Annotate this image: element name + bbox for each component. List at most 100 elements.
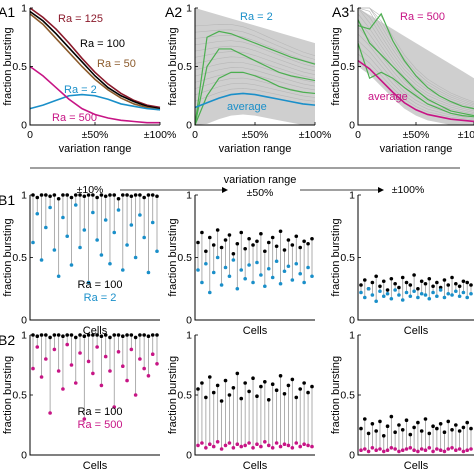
ref-point bbox=[461, 425, 466, 430]
legend-entry: Ra = 500 bbox=[78, 419, 123, 431]
cmp-point bbox=[294, 261, 299, 266]
ref-point bbox=[138, 193, 142, 197]
ref-point bbox=[446, 283, 451, 287]
cmp-point bbox=[454, 448, 458, 453]
ref-point bbox=[95, 333, 99, 337]
y-tick-label: 0 bbox=[186, 450, 192, 462]
ref-point bbox=[108, 335, 112, 340]
cmp-point bbox=[120, 268, 125, 272]
x-tick-label: 0 bbox=[192, 129, 198, 141]
cmp-point bbox=[378, 447, 382, 451]
cmp-point bbox=[446, 447, 451, 451]
ref-point bbox=[239, 396, 244, 401]
series-label: Ra = 100 bbox=[80, 38, 125, 50]
ref-point bbox=[39, 333, 44, 337]
cmp-point bbox=[251, 446, 255, 450]
ref-point bbox=[389, 414, 394, 419]
cmp-point bbox=[408, 446, 413, 450]
y-tick-label: 1 bbox=[186, 3, 192, 15]
cmp-point bbox=[416, 295, 420, 300]
cmp-point bbox=[31, 366, 35, 371]
ref-point bbox=[235, 371, 240, 376]
ref-point bbox=[116, 333, 121, 337]
ref-point bbox=[298, 387, 303, 391]
ref-point bbox=[465, 280, 470, 285]
ref-point bbox=[196, 240, 200, 245]
background-line bbox=[357, 7, 474, 110]
ref-point bbox=[196, 387, 200, 391]
background-line bbox=[357, 13, 474, 112]
ref-point bbox=[419, 429, 424, 433]
cmp-point bbox=[129, 223, 134, 227]
chart-a2: 0 0.5 1 0 ±50% ±100% variation range fraction b… bbox=[167, 3, 331, 156]
cmp-point bbox=[370, 293, 375, 297]
series-line bbox=[357, 59, 474, 123]
annotation-average: average bbox=[227, 101, 267, 113]
ref-point bbox=[404, 418, 409, 423]
cmp-point bbox=[465, 295, 470, 300]
ref-point bbox=[431, 284, 435, 289]
cmp-point bbox=[465, 448, 470, 453]
ref-point bbox=[404, 280, 409, 285]
ref-point bbox=[52, 333, 57, 337]
ref-point bbox=[397, 285, 401, 290]
ref-point bbox=[385, 288, 390, 292]
cmp-point bbox=[286, 443, 291, 448]
ref-point bbox=[82, 194, 87, 199]
ref-point bbox=[385, 424, 390, 429]
ref-point bbox=[215, 228, 220, 232]
ref-point bbox=[142, 333, 146, 337]
ref-point bbox=[91, 333, 95, 337]
y-tick-label: 0.5 bbox=[12, 390, 27, 402]
range-label: ±10% bbox=[77, 184, 104, 196]
ref-point bbox=[223, 238, 228, 242]
background-line bbox=[194, 87, 316, 102]
y-tick-label: 1 bbox=[349, 330, 355, 342]
x-tick-label: ±100% bbox=[458, 129, 474, 141]
ref-point bbox=[108, 193, 112, 197]
cmp-point bbox=[263, 284, 267, 289]
cmp-point bbox=[116, 350, 121, 354]
panel-b1-2: 0 0.5 1 Cells fraction bursting bbox=[167, 190, 315, 337]
cmp-point bbox=[116, 208, 121, 212]
background-line bbox=[194, 40, 316, 68]
y-axis-label: fraction bursting bbox=[167, 356, 179, 434]
cmp-point bbox=[389, 446, 394, 450]
cmp-point bbox=[431, 449, 435, 454]
cmp-point bbox=[86, 359, 91, 364]
ref-point bbox=[73, 335, 78, 340]
x-tick-label: ±100% bbox=[299, 129, 332, 141]
cmp-point bbox=[438, 288, 443, 292]
cmp-point bbox=[211, 270, 216, 275]
x-axis-label: Cells bbox=[243, 325, 268, 337]
y-tick-label: 1 bbox=[186, 190, 192, 202]
ref-point bbox=[374, 429, 378, 433]
cmp-point bbox=[227, 274, 232, 279]
ref-point bbox=[290, 377, 295, 382]
background-line bbox=[357, 53, 474, 121]
ref-point bbox=[294, 395, 299, 400]
cmp-point bbox=[86, 280, 91, 285]
y-tick-label: 1 bbox=[349, 3, 355, 15]
series-label: Ra = 2 bbox=[64, 84, 97, 96]
ref-point bbox=[243, 246, 247, 251]
ref-point bbox=[65, 333, 70, 337]
ref-point bbox=[438, 422, 443, 426]
cmp-point bbox=[259, 273, 263, 277]
ref-point bbox=[359, 426, 363, 431]
ref-point bbox=[103, 194, 108, 199]
series-label: Ra = 50 bbox=[97, 58, 136, 70]
cmp-point bbox=[235, 442, 240, 447]
cmp-point bbox=[381, 449, 386, 454]
ref-point bbox=[310, 384, 314, 389]
cmp-point bbox=[397, 293, 401, 297]
ref-point bbox=[227, 233, 232, 237]
cmp-point bbox=[400, 448, 405, 453]
cmp-point bbox=[419, 447, 424, 451]
series-line bbox=[29, 13, 161, 111]
highlight-line bbox=[357, 42, 474, 118]
cmp-point bbox=[423, 448, 428, 453]
ref-point bbox=[231, 386, 236, 390]
ref-point bbox=[69, 195, 74, 200]
ref-point bbox=[381, 279, 386, 284]
